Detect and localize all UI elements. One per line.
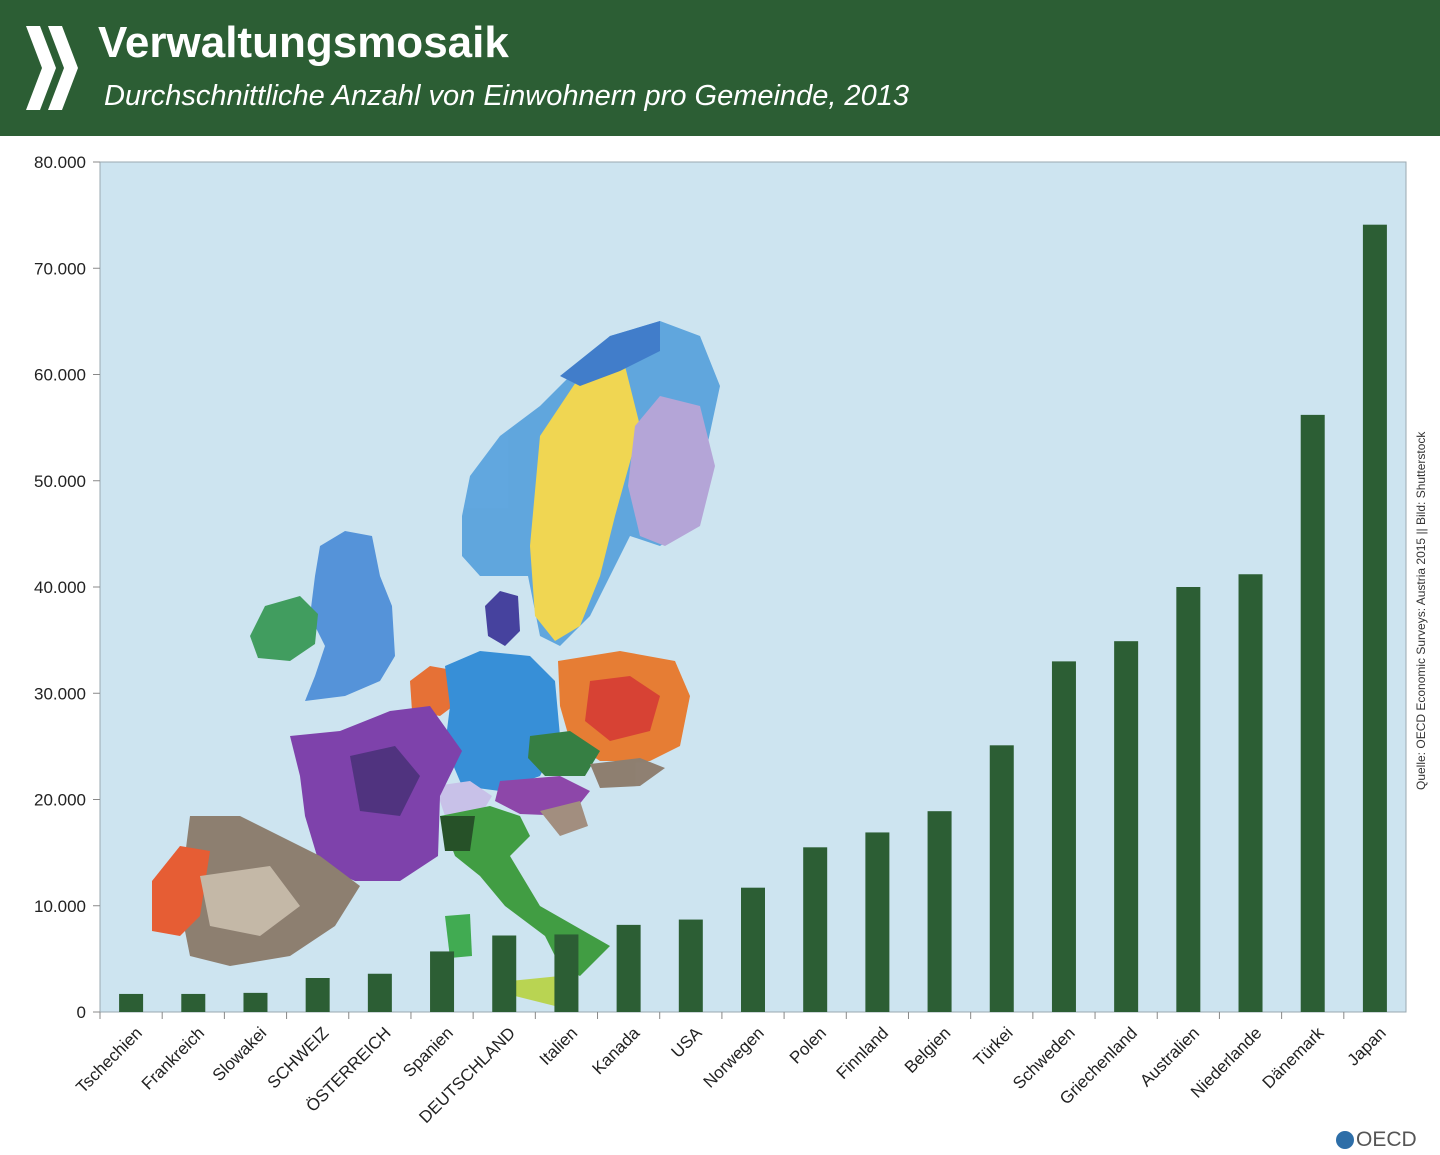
x-tick-label: Japan bbox=[1344, 1023, 1390, 1069]
y-tick-label: 20.000 bbox=[34, 791, 86, 810]
y-tick-label: 10.000 bbox=[34, 897, 86, 916]
bar bbox=[1238, 574, 1263, 1012]
oecd-brand-text: OECD bbox=[1356, 1128, 1417, 1151]
bar-series bbox=[119, 224, 1387, 1012]
plot-area bbox=[99, 161, 1407, 1013]
bar bbox=[989, 745, 1014, 1012]
oecd-chevrons-icon bbox=[26, 26, 78, 110]
bar bbox=[367, 973, 392, 1012]
x-tick-label: Slowakei bbox=[209, 1023, 271, 1085]
x-tick-label: Tschechien bbox=[72, 1023, 146, 1097]
bar bbox=[554, 934, 579, 1012]
europe-map-illustration bbox=[152, 321, 720, 1006]
y-axis: 0 10.000 20.000 30.000 40.000 50.000 60.000 70.… bbox=[34, 153, 100, 1022]
x-tick-label: Dänemark bbox=[1259, 1023, 1328, 1092]
bar-chart: 0 10.000 20.000 30.000 40.000 50.000 60.000 70.… bbox=[34, 153, 1407, 1127]
chart-title: Verwaltungsmosaik bbox=[98, 18, 509, 67]
bar bbox=[181, 993, 206, 1012]
x-tick-label: Türkei bbox=[970, 1023, 1017, 1070]
x-tick-label: Finnland bbox=[833, 1023, 893, 1083]
bar bbox=[616, 924, 641, 1012]
x-tick-label: Norwegen bbox=[700, 1023, 768, 1091]
bar bbox=[803, 847, 828, 1012]
bar bbox=[927, 811, 952, 1012]
y-tick-label: 50.000 bbox=[34, 472, 86, 491]
bar bbox=[305, 978, 330, 1012]
bar bbox=[741, 887, 765, 1012]
y-tick-label: 0 bbox=[77, 1003, 86, 1022]
oecd-footer-logo: OECD bbox=[1336, 1128, 1417, 1152]
chart-subtitle: Durchschnittliche Anzahl von Einwohnern … bbox=[104, 80, 909, 112]
x-tick-label: Polen bbox=[786, 1023, 830, 1067]
x-tick-label: Frankreich bbox=[138, 1023, 208, 1093]
x-tick-label: Kanada bbox=[589, 1023, 644, 1078]
y-tick-label: 40.000 bbox=[34, 578, 86, 597]
bar bbox=[1300, 414, 1325, 1012]
x-tick-label: Australien bbox=[1136, 1023, 1203, 1090]
bar bbox=[492, 935, 517, 1012]
y-tick-label: 80.000 bbox=[34, 153, 86, 172]
bar bbox=[1051, 661, 1076, 1012]
globe-icon bbox=[1336, 1131, 1354, 1149]
bar bbox=[865, 832, 890, 1012]
x-tick-label: Belgien bbox=[901, 1023, 955, 1077]
y-tick-label: 30.000 bbox=[34, 684, 86, 703]
x-tick-label: Spanien bbox=[399, 1023, 457, 1081]
y-tick-label: 60.000 bbox=[34, 366, 86, 385]
bar bbox=[1176, 587, 1201, 1012]
x-tick-label: Italien bbox=[536, 1023, 582, 1069]
y-tick-label: 70.000 bbox=[34, 259, 86, 278]
header-banner: Verwaltungsmosaik Durchschnittliche Anza… bbox=[0, 0, 1440, 136]
bar bbox=[243, 992, 268, 1012]
source-note: Quelle: OECD Economic Surveys: Austria 2… bbox=[1410, 340, 1432, 790]
bar bbox=[678, 919, 703, 1012]
x-tick-label: USA bbox=[667, 1023, 706, 1062]
bar bbox=[119, 993, 144, 1012]
bar bbox=[1114, 641, 1139, 1012]
bar bbox=[1362, 224, 1387, 1012]
source-text: Quelle: OECD Economic Surveys: Austria 2… bbox=[1414, 431, 1428, 790]
bar bbox=[430, 951, 455, 1012]
